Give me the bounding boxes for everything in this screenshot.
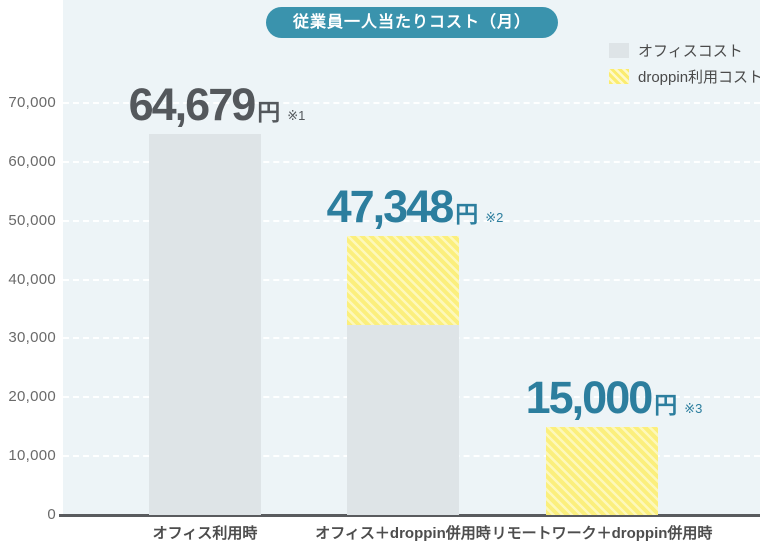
- yen-unit: 円: [654, 391, 678, 418]
- y-tick-label: 40,000: [8, 270, 56, 288]
- chart-title-badge: 従業員一人当たりコスト（月）: [265, 7, 559, 38]
- footnote-mark: ※3: [684, 400, 703, 416]
- y-tick-label: 0: [47, 506, 56, 523]
- footnote-mark: ※2: [485, 210, 504, 226]
- y-tick-label: 30,000: [8, 329, 56, 347]
- chart-title: 従業員一人当たりコスト（月）: [292, 14, 532, 31]
- gridline: [63, 101, 760, 104]
- total-label: 15,000 円 ※3: [526, 375, 703, 420]
- legend-label: オフィスコスト: [638, 42, 743, 60]
- y-tick-label: 10,000: [8, 447, 56, 465]
- bar-segment-droppin-cost: [347, 236, 459, 325]
- x-category-label: オフィス利用時: [152, 525, 258, 542]
- total-label: 47,348 円 ※2: [327, 184, 504, 229]
- x-category-label: リモートワーク＋droppin併用時: [491, 525, 713, 542]
- legend-item-office-cost: オフィスコスト: [609, 40, 760, 60]
- y-tick-label: 20,000: [8, 388, 56, 406]
- legend: オフィスコスト droppin利用コスト: [609, 40, 760, 92]
- gridline: [63, 160, 760, 163]
- y-tick-label: 70,000: [8, 93, 56, 111]
- x-axis-line: [59, 514, 760, 517]
- droppin-cost-swatch-icon: [609, 68, 629, 84]
- total-value: 15,000: [525, 371, 654, 423]
- bar-segment-office-cost: [347, 324, 459, 515]
- footnote-mark: ※1: [287, 108, 306, 124]
- y-tick-label: 50,000: [8, 211, 56, 229]
- yen-unit: 円: [257, 99, 281, 126]
- total-value: 47,348: [326, 181, 455, 233]
- total-value: 64,679: [128, 79, 257, 131]
- total-label: 64,679 円 ※1: [129, 82, 306, 127]
- legend-label: droppin利用コスト: [638, 68, 760, 86]
- legend-item-droppin-cost: droppin利用コスト: [609, 66, 760, 86]
- office-cost-swatch-icon: [609, 42, 629, 58]
- bar-segment-droppin-cost: [546, 426, 658, 515]
- y-tick-label: 60,000: [8, 152, 56, 170]
- bar-segment-office-cost: [149, 134, 261, 515]
- x-category-label: オフィス＋droppin併用時: [315, 525, 491, 542]
- yen-unit: 円: [455, 201, 479, 228]
- gridline: [63, 219, 760, 222]
